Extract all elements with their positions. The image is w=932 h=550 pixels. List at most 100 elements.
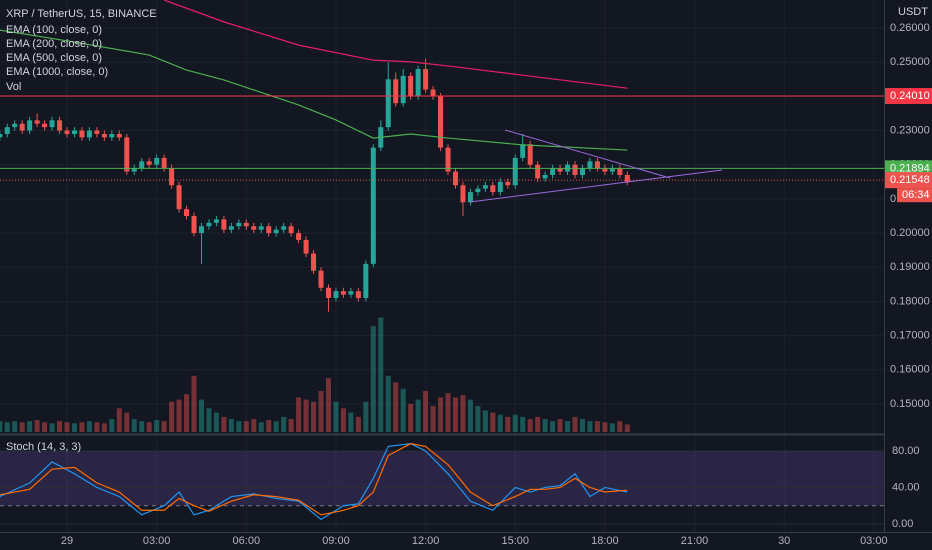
volume-bar bbox=[318, 390, 324, 432]
y-tick-label: 0.20000 bbox=[890, 227, 930, 239]
volume-bar bbox=[116, 408, 122, 432]
candle-body bbox=[42, 123, 48, 128]
volume-bar bbox=[497, 414, 503, 432]
volume-bar bbox=[228, 419, 234, 432]
candle-body bbox=[460, 185, 466, 203]
candle-body bbox=[273, 229, 279, 234]
volume-bar bbox=[34, 420, 40, 432]
volume-bar bbox=[4, 422, 10, 432]
candle-body bbox=[191, 216, 197, 234]
candle-body bbox=[0, 133, 3, 138]
candle-body bbox=[251, 226, 257, 230]
x-tick-label: 06:00 bbox=[233, 535, 261, 547]
candle-body bbox=[363, 263, 369, 299]
volume-bar bbox=[393, 382, 399, 432]
candle-body bbox=[572, 164, 578, 175]
volume-bar bbox=[400, 388, 406, 432]
volume-bar bbox=[423, 390, 429, 432]
volume-bar bbox=[273, 421, 279, 432]
y-tick-label: 0.00 bbox=[892, 518, 913, 530]
volume-bar bbox=[385, 375, 391, 432]
x-tick-label: 29 bbox=[61, 535, 73, 547]
volume-bar bbox=[550, 421, 556, 432]
indicator-legend: EMA (1000, close, 0) bbox=[6, 66, 108, 78]
volume-bar bbox=[94, 422, 100, 432]
candle-body bbox=[146, 161, 152, 165]
volume-bar bbox=[512, 414, 518, 432]
volume-bar bbox=[12, 421, 18, 432]
candle-body bbox=[184, 209, 190, 216]
volume-bar bbox=[325, 378, 331, 432]
volume-bar bbox=[213, 412, 219, 432]
candle-body bbox=[303, 239, 309, 254]
y-tick-label: 0.15000 bbox=[890, 398, 930, 410]
volume-bar bbox=[355, 416, 361, 432]
indicator-legend: EMA (100, close, 0) bbox=[6, 24, 102, 36]
volume-bar bbox=[57, 421, 63, 432]
volume-bar bbox=[579, 419, 585, 432]
volume-bar bbox=[258, 422, 264, 432]
currency: USDT bbox=[898, 6, 928, 18]
candle-body bbox=[617, 168, 623, 175]
volume-bar bbox=[348, 412, 354, 432]
candle-body bbox=[370, 147, 376, 264]
volume-bar bbox=[124, 412, 130, 432]
volume-bar bbox=[535, 416, 541, 432]
candle-body bbox=[86, 130, 92, 138]
candle-body bbox=[57, 120, 63, 131]
candle-body bbox=[79, 130, 85, 138]
candle-body bbox=[325, 287, 331, 299]
candle-body bbox=[505, 181, 511, 186]
price-label: 0.21548 bbox=[890, 174, 930, 186]
volume-bar bbox=[42, 422, 48, 432]
volume-bar bbox=[482, 410, 488, 432]
indicator-legend: EMA (200, close, 0) bbox=[6, 38, 102, 50]
volume-bar bbox=[169, 401, 175, 432]
candle-body bbox=[423, 69, 429, 90]
candle-body bbox=[228, 226, 234, 230]
candle-body bbox=[520, 144, 526, 158]
stoch-title: Stoch (14, 3, 3) bbox=[6, 441, 81, 453]
volume-bar bbox=[415, 399, 421, 432]
volume-bar bbox=[565, 421, 571, 432]
candle-body bbox=[542, 174, 548, 179]
x-tick-label: 03:00 bbox=[143, 535, 171, 547]
candle-body bbox=[579, 168, 585, 175]
ema-line bbox=[0, 29, 628, 151]
x-tick-label: 18:00 bbox=[591, 535, 619, 547]
countdown: 06:34 bbox=[902, 189, 930, 201]
candle-body bbox=[116, 133, 122, 138]
volume-bar bbox=[520, 416, 526, 432]
volume-bar bbox=[542, 419, 548, 432]
volume-bar bbox=[490, 412, 496, 432]
candle-body bbox=[281, 226, 287, 230]
candle-body bbox=[415, 69, 421, 97]
candle-body bbox=[438, 96, 444, 148]
y-tick-label: 40.00 bbox=[892, 481, 920, 493]
volume-bar bbox=[340, 408, 346, 432]
x-tick-label: 30 bbox=[778, 535, 790, 547]
y-tick-label: 80.00 bbox=[892, 445, 920, 457]
y-tick-label: 0.26000 bbox=[890, 22, 930, 34]
volume-bar bbox=[288, 419, 294, 432]
y-tick-label: 0.19000 bbox=[890, 261, 930, 273]
volume-bar bbox=[49, 423, 55, 432]
volume-bar bbox=[101, 423, 107, 432]
volume-legend: Vol bbox=[6, 81, 21, 93]
volume-bar bbox=[281, 416, 287, 432]
volume-bar bbox=[0, 421, 3, 432]
volume-bar bbox=[184, 394, 190, 432]
candle-body bbox=[243, 222, 249, 227]
candle-body bbox=[624, 174, 630, 182]
candle-body bbox=[49, 120, 55, 128]
volume-bar bbox=[198, 399, 204, 432]
candle-body bbox=[161, 157, 167, 169]
volume-bar bbox=[452, 397, 458, 432]
volume-bar bbox=[139, 421, 145, 432]
candle-body bbox=[527, 144, 533, 165]
volume-bar bbox=[587, 421, 593, 432]
candle-body bbox=[497, 181, 503, 193]
stoch-line bbox=[0, 443, 628, 516]
candle-body bbox=[311, 253, 317, 271]
volume-bar bbox=[266, 420, 272, 432]
